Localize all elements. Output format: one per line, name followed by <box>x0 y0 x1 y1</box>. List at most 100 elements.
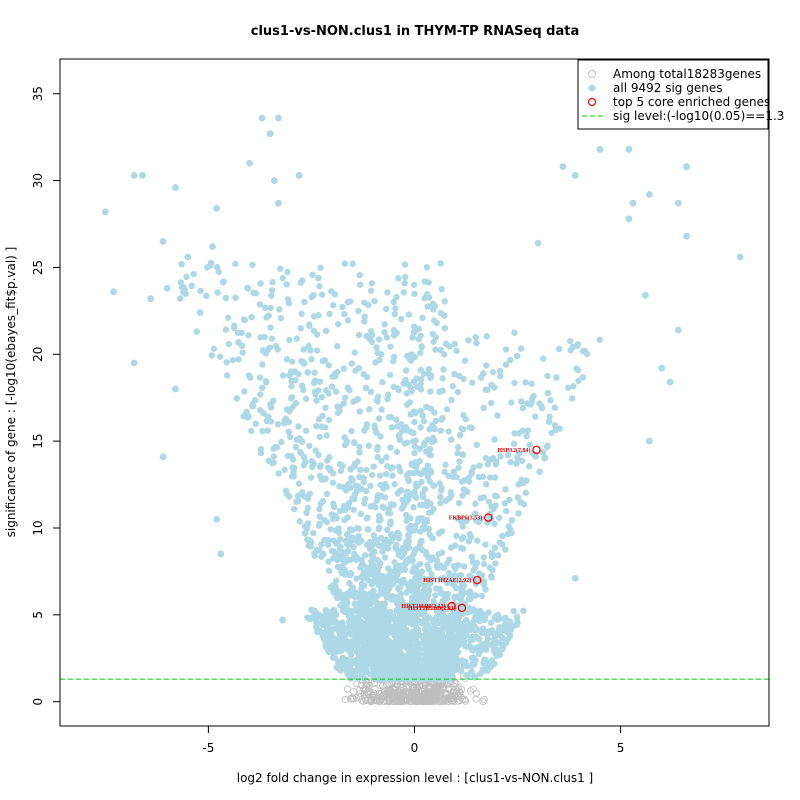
gene-point-sig <box>374 658 382 666</box>
gene-point-sig <box>308 293 315 301</box>
gene-point-sig <box>472 510 479 517</box>
gene-point-sig <box>381 321 388 328</box>
gene-point-sig <box>377 627 385 634</box>
gene-point-sig <box>357 466 364 474</box>
core-gene-marker <box>447 601 456 611</box>
gene-point-sig <box>337 592 344 600</box>
gene-point-sig <box>356 443 363 450</box>
gene-point-sig <box>411 437 418 445</box>
gene-point-sig <box>421 609 428 617</box>
gene-point-sig <box>387 521 394 528</box>
gene-point-sig <box>457 571 465 579</box>
gene-point-sig <box>516 449 523 457</box>
gene-point-sig <box>435 551 442 558</box>
gene-point-outlier <box>625 215 633 223</box>
gene-point-sig <box>259 361 266 368</box>
gene-point-sig <box>374 393 382 400</box>
gene-point-sig <box>483 481 490 488</box>
gene-point-sig <box>397 669 404 677</box>
gene-point-sig <box>410 281 418 288</box>
gene-point-sig <box>351 439 358 447</box>
legend-marker-sig <box>588 84 596 92</box>
gene-point-sig <box>257 334 264 341</box>
gene-point-sig <box>405 381 412 389</box>
gene-point-sig <box>314 628 321 636</box>
gene-point-sig <box>425 279 432 286</box>
gene-point-sig <box>446 574 453 581</box>
gene-point-sig <box>400 380 407 387</box>
gene-point-sig <box>267 324 274 331</box>
gene-point-sig <box>350 463 357 470</box>
gene-point-sig <box>193 328 200 335</box>
gene-point-outlier <box>683 163 690 171</box>
gene-point-sig <box>440 366 447 373</box>
gene-point-nonsig <box>466 687 475 695</box>
gene-point-sig <box>493 458 500 465</box>
gene-point-sig <box>432 346 439 353</box>
gene-point-sig <box>473 441 480 449</box>
gene-point-sig <box>324 537 332 544</box>
gene-point-sig <box>283 281 290 288</box>
gene-point-sig <box>328 547 336 555</box>
gene-point-sig <box>419 314 426 322</box>
gene-point-sig <box>522 379 529 386</box>
gene-point-sig <box>437 309 444 317</box>
gene-point-sig <box>377 640 384 647</box>
gene-point-sig <box>417 332 424 339</box>
gene-point-sig <box>482 541 489 548</box>
gene-point-sig <box>267 418 275 425</box>
gene-point-sig <box>470 672 478 680</box>
gene-point-sig <box>410 643 418 651</box>
gene-point-sig <box>278 438 285 446</box>
gene-point-sig <box>515 510 522 517</box>
gene-point-sig <box>401 279 408 287</box>
gene-point-sig <box>397 632 404 639</box>
gene-point-sig <box>528 398 536 406</box>
gene-point-nonsig <box>355 686 364 694</box>
gene-point-sig <box>495 514 503 521</box>
gene-point-sig <box>505 624 512 631</box>
gene-point-sig <box>391 559 398 566</box>
gene-point-sig <box>442 634 450 641</box>
gene-point-sig <box>318 423 325 430</box>
gene-point-sig <box>377 617 384 625</box>
core-gene-label: HIST1H4H(2.13) <box>401 603 445 610</box>
gene-point-sig <box>350 398 357 405</box>
gene-point-sig <box>367 628 375 635</box>
gene-point-sig <box>468 553 476 561</box>
gene-point-sig <box>344 504 351 511</box>
gene-point-nonsig <box>428 692 437 701</box>
gene-point-sig <box>241 388 248 395</box>
gene-point-sig <box>478 647 485 654</box>
gene-point-sig <box>371 664 378 672</box>
gene-point-sig <box>183 273 190 281</box>
gene-point-sig <box>425 631 432 638</box>
gene-point-sig <box>325 362 332 369</box>
gene-point-sig <box>400 289 407 296</box>
gene-point-sig <box>442 461 449 468</box>
gene-point-sig <box>446 613 453 620</box>
gene-point-nonsig <box>450 697 458 706</box>
gene-point-sig <box>418 592 426 599</box>
y-axis: 0 5 10 15 20 25 30 35 <box>31 86 61 706</box>
gene-point-sig <box>451 370 458 378</box>
gene-point-sig <box>408 629 415 636</box>
gene-point-sig <box>312 617 320 625</box>
gene-point-sig <box>417 501 424 509</box>
gene-point-sig <box>421 294 428 302</box>
gene-point-sig <box>370 607 377 615</box>
gene-point-sig <box>325 647 332 654</box>
gene-point-sig <box>366 644 374 651</box>
gene-point-sig <box>348 427 355 435</box>
gene-point-sig <box>361 500 368 507</box>
gene-point-sig <box>502 346 510 353</box>
y-tick-label: 0 <box>31 698 45 706</box>
gene-point-sig <box>249 261 256 269</box>
gene-point-sig <box>524 427 532 434</box>
gene-point-sig <box>340 365 347 372</box>
gene-point-outlier <box>658 364 666 372</box>
gene-point-sig <box>487 474 494 481</box>
gene-point-sig <box>468 662 476 669</box>
gene-point-sig <box>429 535 436 542</box>
gene-point-sig <box>501 500 509 507</box>
